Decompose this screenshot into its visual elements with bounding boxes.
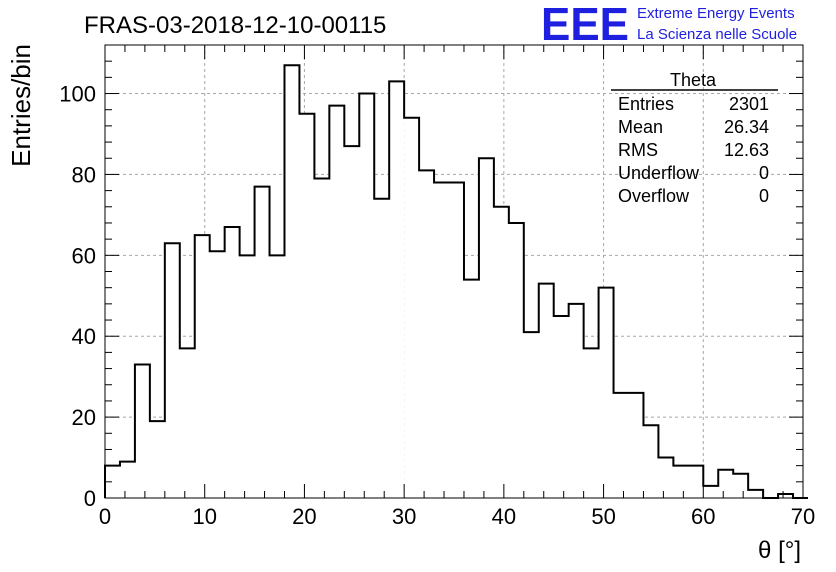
histogram-bin [523,332,539,498]
x-tick-label: 0 [99,504,111,529]
logo-mark: EEE [541,0,629,50]
histogram-bin [568,303,584,498]
histogram-bin [778,493,794,498]
axis-tick-labels: 0 10 20 30 40 50 60 70 0 20 40 60 80 100 [59,82,815,529]
histogram-bin [508,222,524,498]
x-tick-label: 20 [292,504,316,529]
histogram-bin [209,251,225,498]
histogram-bin [239,255,255,498]
stats-row-label: Mean [618,117,663,137]
histogram-bin [389,81,405,498]
x-tick-label: 10 [192,504,216,529]
logo-line-1: Extreme Energy Events [637,5,795,22]
histogram-bin [553,315,569,498]
histogram-bin [329,105,345,498]
histogram-bin [613,392,629,498]
histogram-bin [463,279,479,498]
histogram-bin [598,287,614,498]
axis-ticks [104,44,804,499]
histogram-bin [105,465,120,498]
histogram-bin [583,348,599,498]
histogram-bin [284,65,300,499]
histogram-bin [374,198,390,499]
histogram-bin [703,485,719,498]
histogram-bin [538,283,554,498]
histogram-bin [314,178,330,499]
stats-row-value: 12.63 [724,140,769,160]
logo-line-2: La Scienza nelle Scuole [637,26,797,43]
histogram-bin [673,465,689,498]
histogram-bin [224,227,240,499]
histogram-bin [134,364,150,498]
histogram-bin [149,421,165,498]
histogram-bin [359,93,375,499]
x-tick-label: 50 [591,504,615,529]
histogram-bin [688,465,704,498]
y-tick-label: 0 [84,486,96,511]
histogram-bin [164,243,180,498]
stats-row-value: 26.34 [724,117,769,137]
y-tick-label: 80 [72,162,96,187]
stats-row-value: 0 [759,186,769,206]
histogram-bin [733,473,749,498]
histogram-bin [628,392,644,498]
y-tick-label: 100 [59,82,96,107]
x-tick-label: 60 [691,504,715,529]
histogram-bars [104,64,808,499]
histogram-bin [269,255,285,498]
histogram-bin [119,461,135,498]
histogram-bin [344,146,360,498]
x-tick-label: 70 [791,504,815,529]
histogram-outline [104,64,808,499]
y-tick-label: 40 [72,324,96,349]
stats-row-label: Overflow [618,186,690,206]
chart-title: FRAS-03-2018-12-10-00115 [84,12,386,39]
stats-row-label: Entries [618,94,674,114]
histogram-bin [194,235,210,499]
histogram-bin [179,348,195,498]
x-tick-label: 40 [492,504,516,529]
stats-row-value: 2301 [729,94,769,114]
x-axis-label: θ [°] [758,537,801,564]
histogram-bin [254,186,270,498]
histogram-bin [748,489,764,498]
y-tick-label: 60 [72,243,96,268]
histogram-bin [658,457,674,498]
histogram-bin [493,206,509,499]
stats-row-label: RMS [618,140,658,160]
eee-logo: EEE Extreme Energy Events La Scienza nel… [541,0,797,50]
histogram-bin [434,182,450,498]
stats-box: Theta Entries 2301 Mean 26.34 RMS 12.63 Underf… [611,70,778,206]
histogram-bin [419,170,435,499]
y-tick-label: 20 [72,405,96,430]
histogram-bin [404,117,420,498]
stats-rows: Entries 2301 Mean 26.34 RMS 12.63 Underflow 0 Ov… [618,94,769,206]
histogram-bin [449,182,464,498]
stats-row-label: Underflow [618,163,700,183]
histogram-bin [718,469,734,498]
stats-title: Theta [670,70,717,90]
stats-row-value: 0 [759,163,769,183]
x-tick-label: 30 [392,504,416,529]
histogram-bin [643,425,659,498]
y-axis-label: Entries/bin [6,44,36,167]
histogram-bin [478,158,494,498]
histogram-bin [299,113,315,499]
